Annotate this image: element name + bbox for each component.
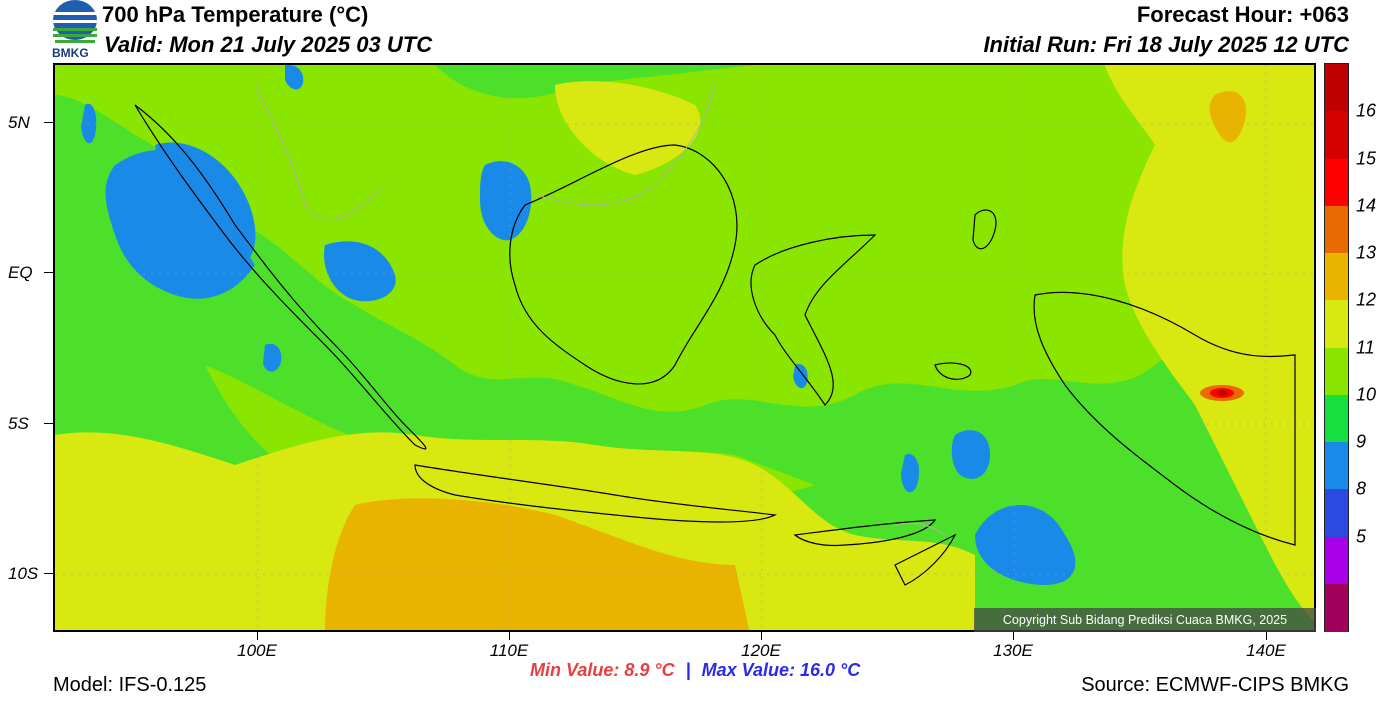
lon-tick-140e (1266, 632, 1267, 640)
borders (254, 84, 946, 536)
colorbar-segment (1325, 253, 1348, 301)
field-14-15 (325, 498, 750, 630)
field-14-15b (1209, 91, 1246, 143)
lon-tick-130e (1013, 632, 1014, 640)
colorbar-label: 13 (1356, 242, 1377, 263)
colorbar-label: 14 (1356, 195, 1377, 216)
min-value: Min Value: 8.9 °C (530, 660, 675, 680)
colorbar-segment (1325, 347, 1348, 396)
copyright-notice: Copyright Sub Bidang Prediksi Cuaca BMKG… (974, 608, 1316, 632)
colorbar-segment (1325, 300, 1348, 348)
colorbar-label: 11 (1356, 337, 1375, 357)
initial-run: Initial Run: Fri 18 July 2025 12 UTC (983, 32, 1349, 57)
colorbar-label: 12 (1356, 289, 1377, 310)
lon-label-140e: 140E (1246, 641, 1286, 660)
min-max-separator: | (685, 660, 691, 680)
forecast-hour: Forecast Hour: +063 (1136, 2, 1349, 27)
chart-title: 700 hPa Temperature (°C) (102, 2, 369, 27)
lon-label-130e: 130E (993, 641, 1033, 660)
lon-label-120e: 120E (741, 641, 781, 660)
map-field (55, 65, 1314, 630)
field-9-10c (324, 241, 396, 302)
colorbar-segment (1325, 489, 1348, 537)
field-9-10f (951, 430, 990, 479)
colorbar-segment (1325, 158, 1348, 207)
colorbar-segment (1325, 205, 1348, 254)
lat-label-5s: 5S (8, 414, 29, 433)
source-label: Source: ECMWF-CIPS BMKG (1081, 674, 1349, 696)
field-9-10j (285, 65, 304, 90)
max-value: Max Value: 16.0 °C (701, 660, 861, 680)
lat-label-5n: 5N (8, 113, 30, 132)
logo-text: BMKG (52, 46, 89, 60)
field-hotspot-16 (1217, 390, 1227, 396)
field-9-10i (793, 364, 808, 389)
lon-tick-100e (257, 632, 258, 640)
field-13-14c (555, 81, 701, 175)
lon-label-100e: 100E (237, 641, 277, 660)
lon-label-110e: 110E (489, 641, 529, 660)
colorbar-segment (1325, 583, 1348, 632)
lat-tick-5s (44, 423, 53, 424)
lon-tick-110e (509, 632, 510, 640)
field-9-10g (263, 343, 282, 372)
colorbar-segment (1325, 394, 1348, 443)
colorbar-label: 8 (1356, 478, 1367, 499)
model-label: Model: IFS-0.125 (53, 674, 207, 696)
bmkg-logo: BMKG (50, 0, 100, 62)
colorbar-label: 10 (1356, 384, 1377, 405)
colorbar-segment (1325, 442, 1348, 490)
field-9-10e (975, 505, 1076, 585)
lat-tick-10s (44, 573, 53, 574)
colorbar-segment (1325, 111, 1348, 159)
lat-tick-eq (44, 272, 53, 273)
lat-label-eq: EQ (8, 263, 33, 282)
temperature-map (53, 63, 1316, 632)
colorbar-label: 16 (1356, 100, 1377, 121)
lat-label-10s: 10S (8, 564, 39, 583)
field-12-13 (55, 65, 1314, 412)
field-9-10d (480, 161, 532, 241)
colorbar-segment (1325, 536, 1348, 585)
colorbar (1324, 63, 1349, 632)
min-max-values: Min Value: 8.9 °C | Max Value: 16.0 °C (530, 660, 860, 681)
colorbar-segment (1325, 64, 1348, 112)
field-9-10h (901, 454, 920, 493)
lon-tick-120e (761, 632, 762, 640)
colorbar-label: 9 (1356, 431, 1367, 452)
colorbar-label: 15 (1356, 148, 1377, 168)
coastlines (134, 104, 1296, 586)
valid-time: Valid: Mon 21 July 2025 03 UTC (104, 32, 433, 57)
colorbar-label: 5 (1356, 526, 1367, 546)
lat-tick-5n (44, 122, 53, 123)
field-12-13b (455, 257, 875, 380)
